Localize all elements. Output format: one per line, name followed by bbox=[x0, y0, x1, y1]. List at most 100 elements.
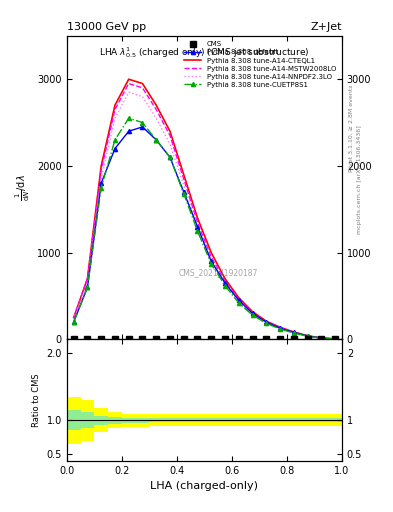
Pythia 8.308 tune-A14-MSTW2008LO bbox=[222, 278, 227, 284]
Pythia 8.308 tune-CUETP8S1 bbox=[154, 137, 159, 143]
Pythia 8.308 tune-CUETP8S1 bbox=[168, 154, 173, 160]
Pythia 8.308 tune-A14-CTEQL1 bbox=[264, 318, 269, 324]
Text: Z+Jet: Z+Jet bbox=[310, 23, 342, 32]
Text: LHA $\lambda^{1}_{0.5}$ (charged only) (CMS jet substructure): LHA $\lambda^{1}_{0.5}$ (charged only) (… bbox=[99, 45, 310, 60]
Line: Pythia 8.308 tune-CUETP8S1: Pythia 8.308 tune-CUETP8S1 bbox=[72, 116, 337, 341]
Pythia 8.308 default bbox=[127, 128, 131, 134]
Pythia 8.308 tune-CUETP8S1 bbox=[140, 119, 145, 125]
Pythia 8.308 tune-CUETP8S1 bbox=[195, 228, 200, 234]
Pythia 8.308 tune-A14-CTEQL1 bbox=[113, 102, 118, 109]
Pythia 8.308 tune-A14-CTEQL1 bbox=[278, 324, 283, 330]
CMS bbox=[154, 336, 159, 343]
Pythia 8.308 tune-A14-MSTW2008LO bbox=[168, 133, 173, 139]
Pythia 8.308 tune-A14-NNPDF2.3LO bbox=[182, 182, 186, 188]
Pythia 8.308 tune-A14-NNPDF2.3LO bbox=[99, 176, 104, 182]
Pythia 8.308 default bbox=[140, 124, 145, 130]
Pythia 8.308 tune-CUETP8S1 bbox=[250, 312, 255, 318]
Pythia 8.308 tune-A14-CTEQL1 bbox=[237, 295, 241, 301]
Pythia 8.308 tune-A14-NNPDF2.3LO bbox=[140, 94, 145, 100]
Pythia 8.308 tune-CUETP8S1 bbox=[182, 190, 186, 197]
Pythia 8.308 default bbox=[85, 284, 90, 290]
Pythia 8.308 tune-A14-CTEQL1 bbox=[182, 172, 186, 178]
Pythia 8.308 tune-A14-NNPDF2.3LO bbox=[264, 319, 269, 326]
Pythia 8.308 tune-A14-NNPDF2.3LO bbox=[127, 89, 131, 95]
Pythia 8.308 tune-A14-MSTW2008LO bbox=[319, 335, 324, 341]
Pythia 8.308 tune-A14-NNPDF2.3LO bbox=[168, 141, 173, 147]
Pythia 8.308 tune-A14-MSTW2008LO bbox=[250, 309, 255, 315]
Pythia 8.308 tune-A14-CTEQL1 bbox=[250, 309, 255, 315]
Pythia 8.308 tune-A14-MSTW2008LO bbox=[113, 106, 118, 113]
X-axis label: LHA (charged-only): LHA (charged-only) bbox=[151, 481, 258, 491]
CMS bbox=[222, 336, 227, 343]
Pythia 8.308 tune-A14-NNPDF2.3LO bbox=[85, 280, 90, 286]
Pythia 8.308 tune-A14-CTEQL1 bbox=[154, 102, 159, 109]
Pythia 8.308 tune-A14-NNPDF2.3LO bbox=[195, 224, 200, 230]
Pythia 8.308 default bbox=[305, 333, 310, 339]
Pythia 8.308 tune-A14-MSTW2008LO bbox=[209, 254, 214, 260]
Pythia 8.308 tune-CUETP8S1 bbox=[319, 335, 324, 342]
Pythia 8.308 tune-A14-MSTW2008LO bbox=[292, 329, 296, 335]
CMS bbox=[99, 336, 104, 343]
Pythia 8.308 default bbox=[237, 297, 241, 304]
CMS bbox=[237, 336, 241, 343]
Pythia 8.308 tune-A14-CTEQL1 bbox=[292, 329, 296, 335]
Text: CMS_2021_I1920187: CMS_2021_I1920187 bbox=[178, 268, 258, 277]
Pythia 8.308 tune-A14-MSTW2008LO bbox=[264, 318, 269, 325]
CMS bbox=[140, 336, 145, 343]
Pythia 8.308 default bbox=[319, 335, 324, 341]
Pythia 8.308 default bbox=[250, 310, 255, 316]
Pythia 8.308 tune-A14-NNPDF2.3LO bbox=[333, 336, 338, 342]
Pythia 8.308 default bbox=[292, 329, 296, 335]
Pythia 8.308 tune-A14-NNPDF2.3LO bbox=[237, 298, 241, 304]
Pythia 8.308 tune-A14-CTEQL1 bbox=[85, 275, 90, 282]
Legend: CMS, Pythia 8.308 default, Pythia 8.308 tune-A14-CTEQL1, Pythia 8.308 tune-A14-M: CMS, Pythia 8.308 default, Pythia 8.308 … bbox=[182, 39, 338, 90]
Pythia 8.308 tune-A14-CTEQL1 bbox=[209, 249, 214, 255]
CMS bbox=[127, 336, 131, 343]
CMS bbox=[292, 336, 296, 343]
Pythia 8.308 default bbox=[222, 280, 227, 286]
Pythia 8.308 default bbox=[333, 336, 338, 342]
Pythia 8.308 tune-CUETP8S1 bbox=[222, 283, 227, 289]
CMS bbox=[333, 336, 338, 343]
Text: 13000 GeV pp: 13000 GeV pp bbox=[67, 23, 146, 32]
Pythia 8.308 tune-CUETP8S1 bbox=[127, 115, 131, 121]
Pythia 8.308 tune-A14-NNPDF2.3LO bbox=[319, 335, 324, 341]
Line: Pythia 8.308 tune-A14-CTEQL1: Pythia 8.308 tune-A14-CTEQL1 bbox=[74, 79, 335, 339]
Pythia 8.308 tune-A14-NNPDF2.3LO bbox=[278, 325, 283, 331]
Pythia 8.308 tune-A14-MSTW2008LO bbox=[278, 325, 283, 331]
Pythia 8.308 tune-A14-MSTW2008LO bbox=[154, 106, 159, 113]
Line: Pythia 8.308 tune-A14-NNPDF2.3LO: Pythia 8.308 tune-A14-NNPDF2.3LO bbox=[74, 92, 335, 339]
CMS bbox=[250, 336, 255, 343]
CMS bbox=[209, 336, 214, 343]
CMS bbox=[113, 336, 118, 343]
Pythia 8.308 tune-A14-NNPDF2.3LO bbox=[154, 115, 159, 121]
Pythia 8.308 default bbox=[113, 145, 118, 152]
Pythia 8.308 tune-A14-MSTW2008LO bbox=[99, 167, 104, 174]
Y-axis label: Ratio to CMS: Ratio to CMS bbox=[32, 373, 41, 427]
Text: mcplots.cern.ch [arXiv:1306.3436]: mcplots.cern.ch [arXiv:1306.3436] bbox=[357, 125, 362, 233]
Pythia 8.308 tune-A14-CTEQL1 bbox=[99, 163, 104, 169]
Pythia 8.308 tune-CUETP8S1 bbox=[264, 321, 269, 327]
Pythia 8.308 tune-A14-CTEQL1 bbox=[222, 275, 227, 282]
Y-axis label: $\frac{1}{\mathrm{d}N} / \mathrm{d}\lambda$: $\frac{1}{\mathrm{d}N} / \mathrm{d}\lamb… bbox=[13, 174, 32, 201]
Line: Pythia 8.308 default: Pythia 8.308 default bbox=[72, 125, 337, 341]
CMS bbox=[319, 336, 324, 343]
CMS bbox=[182, 336, 186, 343]
CMS bbox=[85, 336, 90, 343]
Pythia 8.308 tune-A14-MSTW2008LO bbox=[305, 333, 310, 339]
Pythia 8.308 tune-A14-CTEQL1 bbox=[305, 333, 310, 339]
CMS bbox=[72, 336, 76, 343]
CMS bbox=[195, 336, 200, 343]
Pythia 8.308 tune-A14-CTEQL1 bbox=[168, 128, 173, 134]
Pythia 8.308 tune-A14-CTEQL1 bbox=[319, 335, 324, 341]
Pythia 8.308 tune-A14-NNPDF2.3LO bbox=[113, 115, 118, 121]
Pythia 8.308 tune-CUETP8S1 bbox=[292, 330, 296, 336]
Line: Pythia 8.308 tune-A14-MSTW2008LO: Pythia 8.308 tune-A14-MSTW2008LO bbox=[74, 83, 335, 339]
Pythia 8.308 tune-A14-MSTW2008LO bbox=[333, 336, 338, 342]
Pythia 8.308 tune-A14-NNPDF2.3LO bbox=[292, 330, 296, 336]
Pythia 8.308 default bbox=[99, 180, 104, 186]
Pythia 8.308 default bbox=[154, 137, 159, 143]
Pythia 8.308 tune-CUETP8S1 bbox=[99, 184, 104, 190]
Pythia 8.308 tune-CUETP8S1 bbox=[209, 261, 214, 267]
Pythia 8.308 tune-CUETP8S1 bbox=[278, 326, 283, 332]
